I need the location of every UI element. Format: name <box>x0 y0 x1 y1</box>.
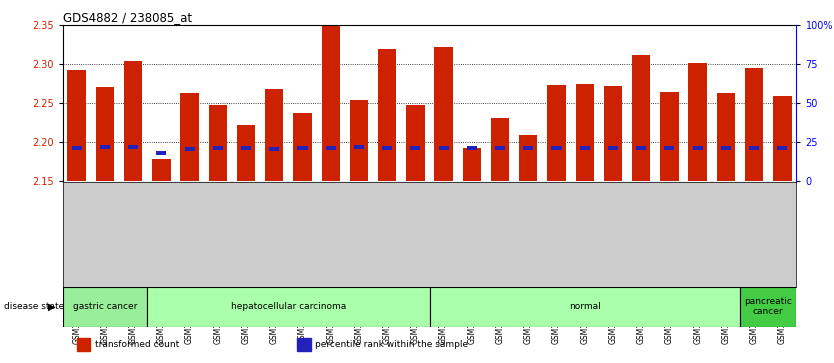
Text: GDS4882 / 238085_at: GDS4882 / 238085_at <box>63 11 192 24</box>
Bar <box>354 145 364 149</box>
Bar <box>467 146 477 150</box>
Text: hepatocellular carcinoma: hepatocellular carcinoma <box>231 302 346 311</box>
Bar <box>148 287 430 327</box>
Text: transformed count: transformed count <box>95 340 179 349</box>
Text: pancreatic
cancer: pancreatic cancer <box>744 297 792 317</box>
Bar <box>241 146 251 150</box>
Bar <box>665 146 675 150</box>
Bar <box>180 93 198 182</box>
Bar <box>435 47 453 182</box>
Bar <box>692 146 703 150</box>
Bar <box>100 145 110 149</box>
Bar <box>325 146 336 150</box>
Bar <box>604 86 622 182</box>
Bar <box>547 85 565 182</box>
Bar <box>378 49 396 182</box>
Bar <box>156 151 167 155</box>
Bar <box>716 93 735 182</box>
Bar <box>575 84 594 182</box>
Bar <box>269 147 279 151</box>
Bar <box>382 146 392 150</box>
Bar <box>523 146 534 150</box>
Bar <box>208 105 227 182</box>
Bar <box>265 89 284 182</box>
Bar <box>128 145 138 149</box>
Bar <box>213 146 223 150</box>
Bar <box>294 113 312 182</box>
Bar <box>777 146 787 150</box>
Bar <box>551 146 561 150</box>
Text: gastric cancer: gastric cancer <box>73 302 137 311</box>
Bar <box>322 26 340 182</box>
Text: ▶: ▶ <box>48 302 56 312</box>
Bar <box>298 146 308 150</box>
Bar <box>495 146 505 150</box>
Bar <box>237 125 255 182</box>
Bar <box>68 70 86 182</box>
Bar <box>63 287 148 327</box>
Bar <box>184 147 194 151</box>
Bar <box>72 146 82 150</box>
Bar <box>721 146 731 150</box>
Bar <box>491 118 510 182</box>
Bar <box>298 338 310 351</box>
Bar <box>608 146 618 150</box>
Bar <box>689 63 707 182</box>
Bar <box>749 146 759 150</box>
Bar <box>740 287 796 327</box>
Text: disease state: disease state <box>4 302 64 311</box>
Bar <box>410 146 420 150</box>
Bar <box>439 146 449 150</box>
Bar <box>349 99 368 182</box>
Bar <box>78 338 90 351</box>
Bar <box>96 87 114 182</box>
Bar <box>580 146 590 150</box>
Bar <box>406 105 425 182</box>
Bar <box>745 68 763 182</box>
Bar <box>636 146 646 150</box>
Bar <box>632 55 651 182</box>
Bar <box>152 159 170 182</box>
Bar <box>773 95 791 182</box>
Bar <box>430 287 740 327</box>
Text: percentile rank within the sample: percentile rank within the sample <box>315 340 468 349</box>
Bar <box>124 61 143 182</box>
Text: normal: normal <box>569 302 600 311</box>
Bar <box>463 148 481 182</box>
Bar <box>661 92 679 182</box>
Bar <box>519 135 537 182</box>
